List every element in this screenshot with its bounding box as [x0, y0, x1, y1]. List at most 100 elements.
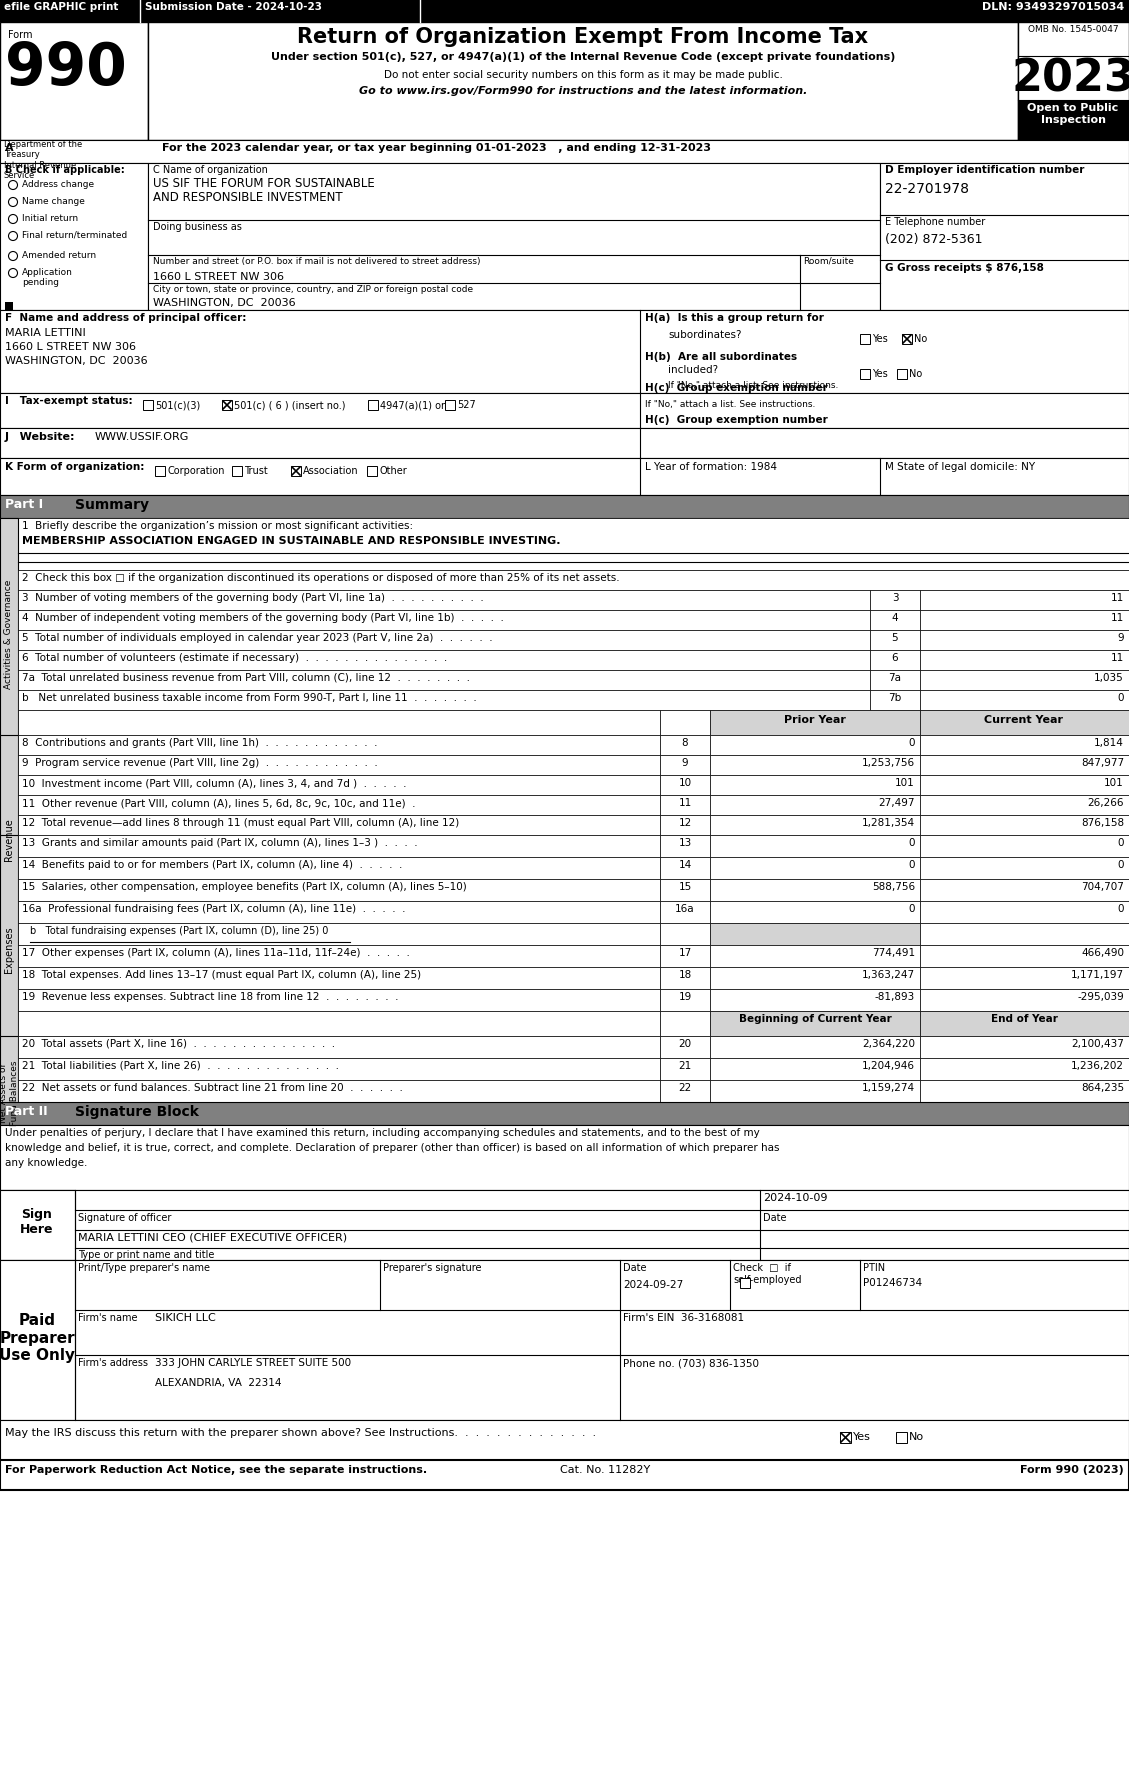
- Text: Firm's name: Firm's name: [78, 1312, 138, 1323]
- Text: 5: 5: [892, 632, 899, 643]
- Text: Signature of officer: Signature of officer: [78, 1213, 172, 1224]
- Text: 14: 14: [679, 860, 692, 871]
- Text: D Employer identification number: D Employer identification number: [885, 164, 1084, 175]
- Text: 847,977: 847,977: [1080, 758, 1124, 768]
- Bar: [710, 989, 920, 1010]
- Text: Phone no. (703) 836-1350: Phone no. (703) 836-1350: [623, 1358, 759, 1369]
- Bar: [920, 1037, 1129, 1058]
- Text: 0: 0: [909, 860, 914, 871]
- Bar: [660, 756, 710, 775]
- Bar: [18, 609, 870, 630]
- Text: 6: 6: [892, 653, 899, 662]
- Bar: [18, 857, 660, 879]
- Bar: [0, 517, 18, 751]
- Text: b   Net unrelated business taxable income from Form 990-T, Part I, line 11  .  .: b Net unrelated business taxable income …: [21, 692, 476, 703]
- Bar: [0, 21, 148, 140]
- Bar: [860, 334, 870, 344]
- Text: 18: 18: [679, 970, 692, 980]
- Text: Beginning of Current Year: Beginning of Current Year: [738, 1014, 892, 1024]
- Bar: [0, 1102, 1129, 1125]
- Text: 101: 101: [1104, 779, 1124, 788]
- Text: Name change: Name change: [21, 198, 85, 207]
- Bar: [0, 1259, 1129, 1420]
- Text: 20  Total assets (Part X, line 16)  .  .  .  .  .  .  .  .  .  .  .  .  .  .  .: 20 Total assets (Part X, line 16) . . . …: [21, 1038, 335, 1049]
- Text: Part II: Part II: [5, 1106, 47, 1118]
- Text: b   Total fundraising expenses (Part IX, column (D), line 25) 0: b Total fundraising expenses (Part IX, c…: [30, 925, 329, 936]
- Bar: [920, 835, 1129, 857]
- Text: 18  Total expenses. Add lines 13–17 (must equal Part IX, column (A), line 25): 18 Total expenses. Add lines 13–17 (must…: [21, 970, 421, 980]
- Bar: [660, 1010, 710, 1037]
- Bar: [18, 630, 870, 650]
- Bar: [0, 427, 1129, 457]
- Text: 19  Revenue less expenses. Subtract line 18 from line 12  .  .  .  .  .  .  .  .: 19 Revenue less expenses. Subtract line …: [21, 992, 399, 1001]
- Text: If "No," attach a list. See instructions.: If "No," attach a list. See instructions…: [668, 381, 839, 390]
- Text: Prior Year: Prior Year: [784, 715, 846, 726]
- Text: subordinates?: subordinates?: [668, 330, 742, 341]
- Bar: [920, 630, 1129, 650]
- Bar: [0, 0, 1129, 21]
- Bar: [660, 968, 710, 989]
- Text: Room/suite: Room/suite: [803, 258, 854, 267]
- Bar: [368, 401, 378, 410]
- Bar: [18, 570, 1129, 590]
- Bar: [710, 1037, 920, 1058]
- Text: 501(c) ( 6 ) (insert no.): 501(c) ( 6 ) (insert no.): [234, 401, 345, 410]
- Text: Net Assets or
Fund Balances: Net Assets or Fund Balances: [0, 1060, 19, 1125]
- Text: 1,204,946: 1,204,946: [863, 1061, 914, 1070]
- Text: 774,491: 774,491: [872, 948, 914, 957]
- Text: 4: 4: [892, 613, 899, 623]
- Bar: [18, 756, 660, 775]
- Bar: [445, 401, 455, 410]
- Bar: [18, 989, 660, 1010]
- Text: 0: 0: [1118, 904, 1124, 915]
- Text: E Telephone number: E Telephone number: [885, 217, 986, 228]
- Text: Form: Form: [8, 30, 33, 41]
- Bar: [920, 735, 1129, 756]
- Text: Revenue: Revenue: [5, 819, 14, 862]
- Text: F  Name and address of principal officer:: F Name and address of principal officer:: [5, 313, 246, 323]
- Text: G Gross receipts $ 876,158: G Gross receipts $ 876,158: [885, 263, 1044, 274]
- Text: H(b)  Are all subordinates: H(b) Are all subordinates: [645, 351, 797, 362]
- Text: 1,171,197: 1,171,197: [1071, 970, 1124, 980]
- Bar: [920, 901, 1129, 924]
- Bar: [710, 924, 920, 945]
- Text: 10  Investment income (Part VIII, column (A), lines 3, 4, and 7d )  .  .  .  .  : 10 Investment income (Part VIII, column …: [21, 779, 406, 788]
- Text: 1,363,247: 1,363,247: [861, 970, 914, 980]
- Bar: [222, 401, 231, 410]
- Text: 22  Net assets or fund balances. Subtract line 21 from line 20  .  .  .  .  .  .: 22 Net assets or fund balances. Subtract…: [21, 1083, 403, 1093]
- Bar: [920, 756, 1129, 775]
- Text: 2,364,220: 2,364,220: [863, 1038, 914, 1049]
- Text: 0: 0: [1118, 692, 1124, 703]
- Text: 11: 11: [1111, 613, 1124, 623]
- Bar: [840, 1432, 851, 1443]
- Bar: [920, 814, 1129, 835]
- Text: Yes: Yes: [872, 369, 887, 380]
- Text: 17: 17: [679, 948, 692, 957]
- Text: K Form of organization:: K Form of organization:: [5, 463, 145, 472]
- Text: 9: 9: [682, 758, 689, 768]
- Bar: [18, 669, 870, 691]
- Text: 3  Number of voting members of the governing body (Part VI, line 1a)  .  .  .  .: 3 Number of voting members of the govern…: [21, 593, 483, 602]
- Bar: [710, 814, 920, 835]
- Text: L Year of formation: 1984: L Year of formation: 1984: [645, 463, 777, 472]
- Text: 11: 11: [1111, 593, 1124, 602]
- Bar: [18, 814, 660, 835]
- Bar: [870, 609, 920, 630]
- Text: Amended return: Amended return: [21, 251, 96, 260]
- Bar: [0, 1125, 1129, 1190]
- Text: 1  Briefly describe the organization’s mission or most significant activities:: 1 Briefly describe the organization’s mi…: [21, 521, 413, 532]
- Bar: [18, 879, 660, 901]
- Text: WASHINGTON, DC  20036: WASHINGTON, DC 20036: [154, 298, 296, 307]
- Text: No: No: [914, 334, 927, 344]
- Text: AND RESPONSIBLE INVESTMENT: AND RESPONSIBLE INVESTMENT: [154, 191, 342, 205]
- Text: 22: 22: [679, 1083, 692, 1093]
- Text: included?: included?: [668, 366, 718, 374]
- Text: 3: 3: [892, 593, 899, 602]
- Text: Part I: Part I: [5, 498, 43, 510]
- Bar: [18, 924, 660, 945]
- Text: Expenses: Expenses: [5, 927, 14, 973]
- Text: 864,235: 864,235: [1080, 1083, 1124, 1093]
- Text: 11: 11: [1111, 653, 1124, 662]
- Text: 16a  Professional fundraising fees (Part IX, column (A), line 11e)  .  .  .  .  : 16a Professional fundraising fees (Part …: [21, 904, 405, 915]
- Bar: [920, 775, 1129, 795]
